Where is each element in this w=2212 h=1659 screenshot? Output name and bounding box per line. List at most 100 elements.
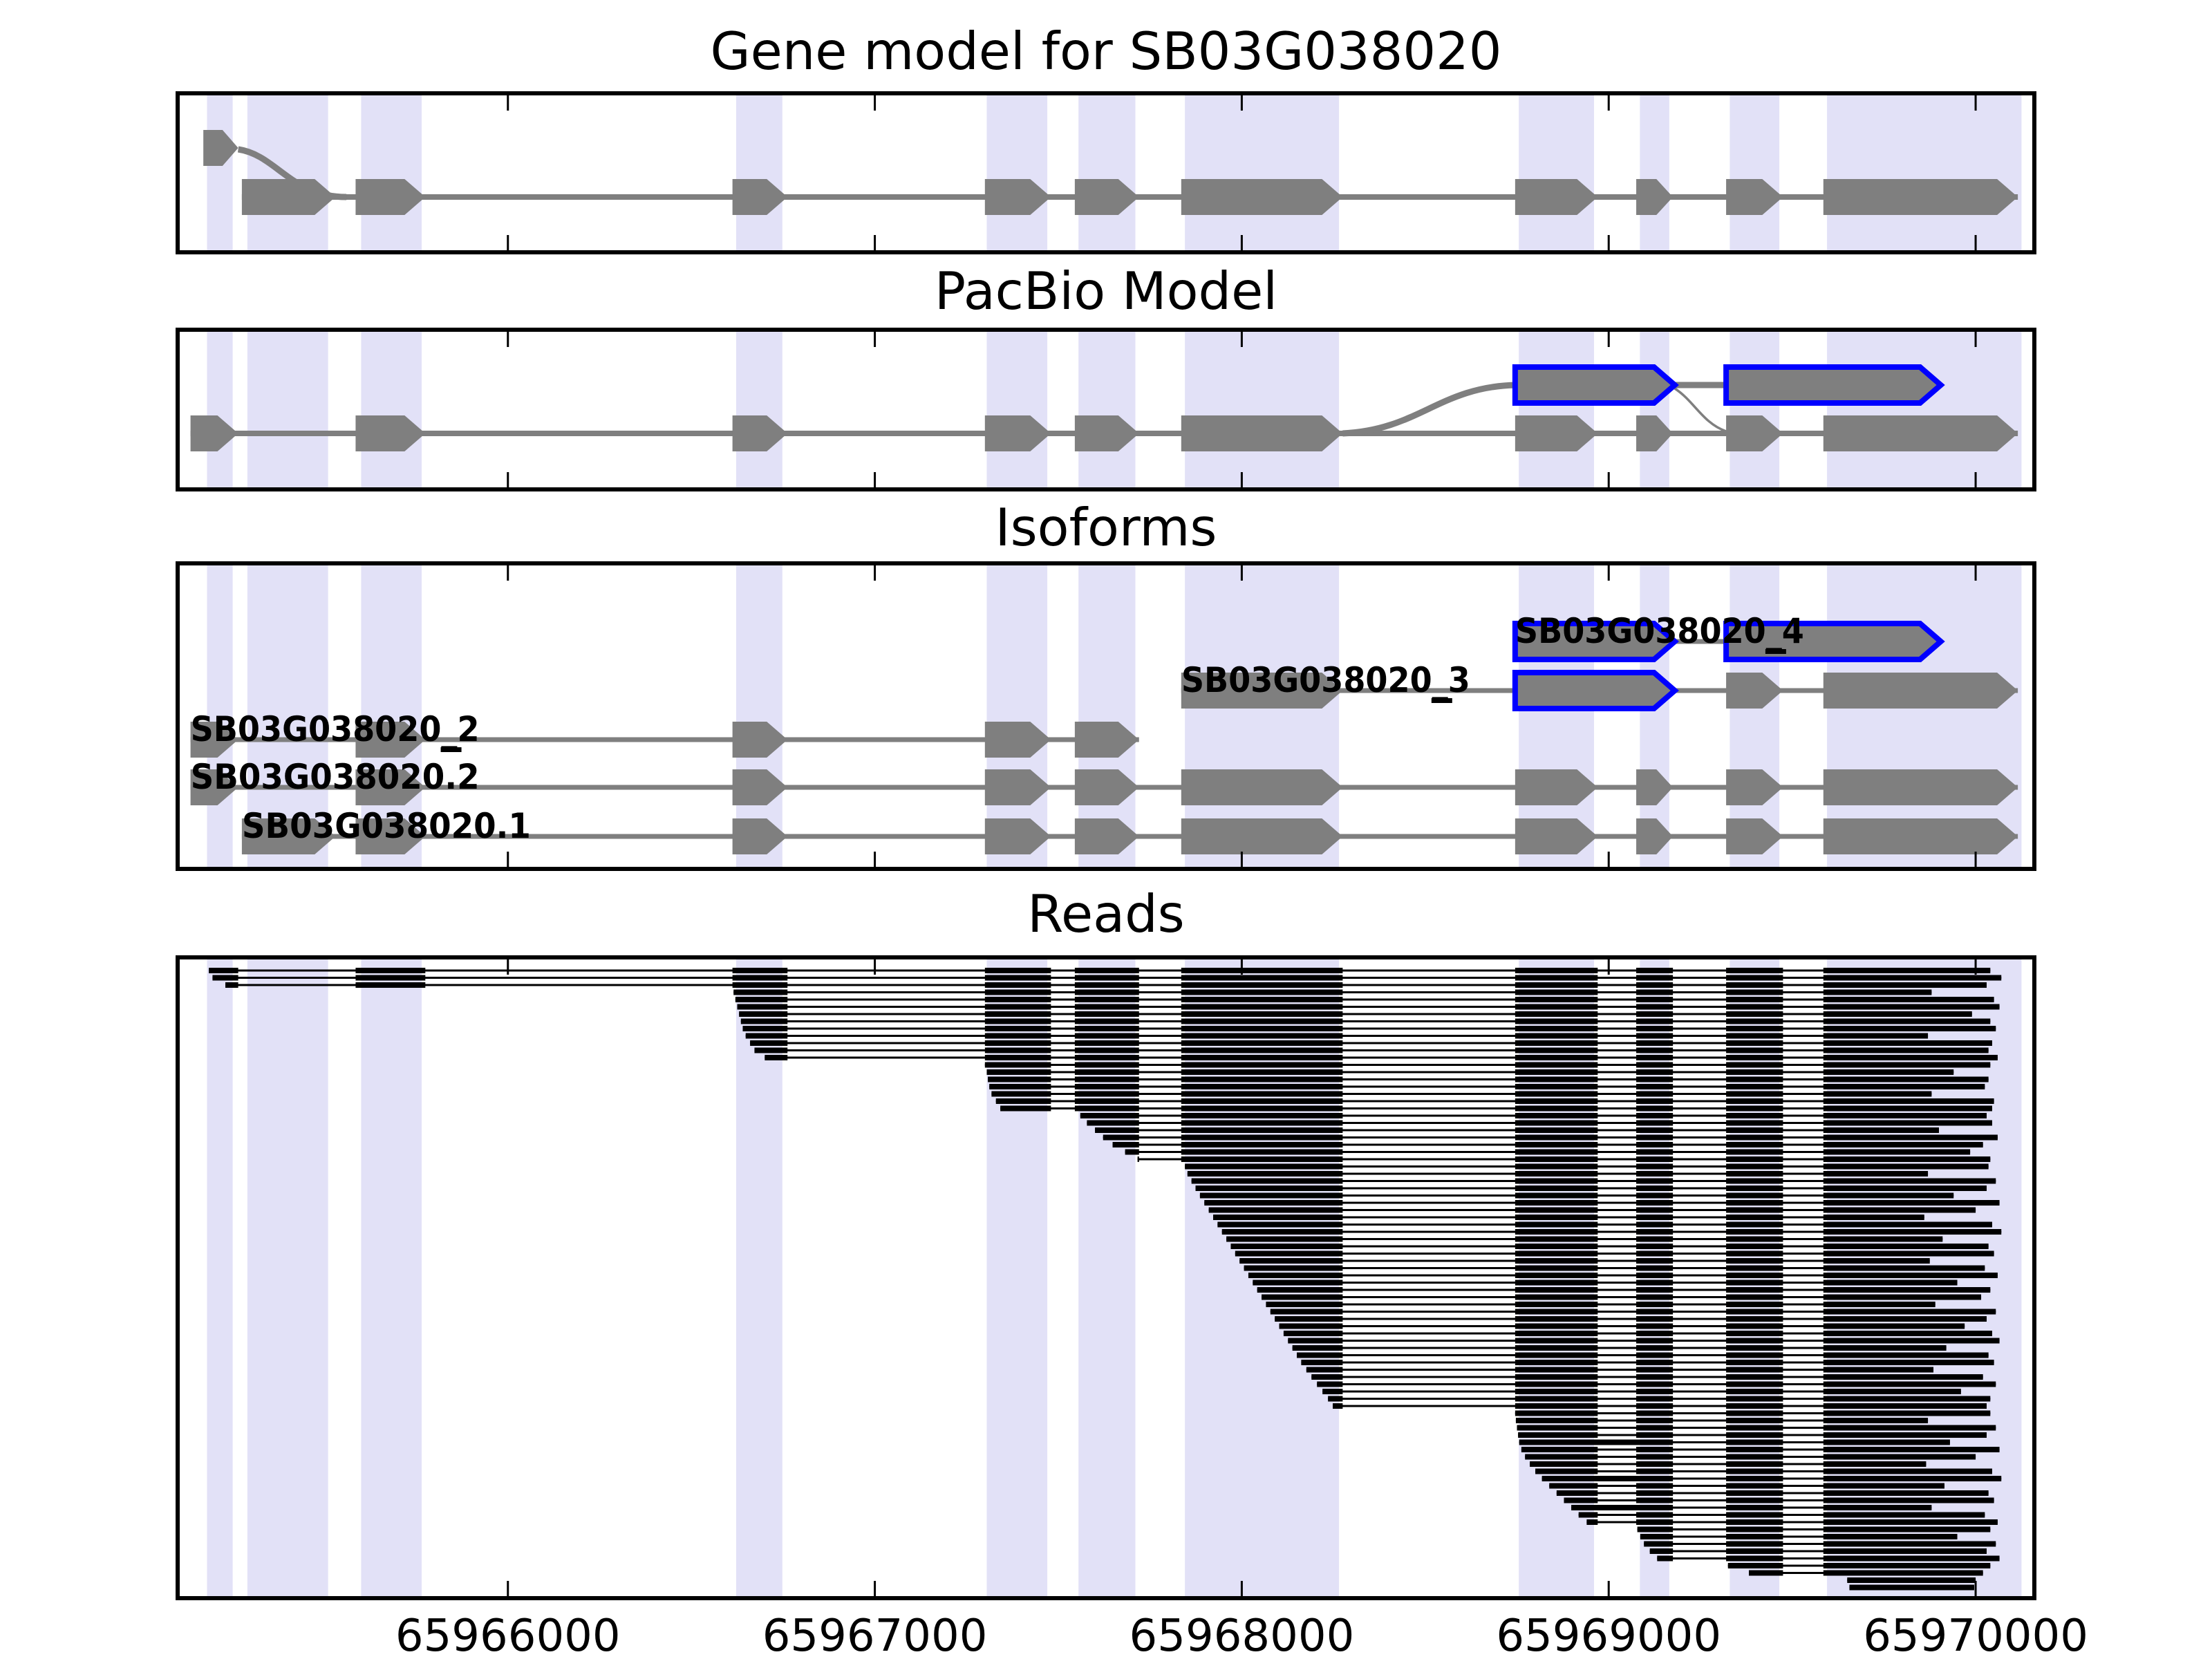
read-exon-segment [1515,1033,1598,1039]
read-exon-segment [1823,1250,1994,1257]
read [1087,1120,1992,1126]
exon [1181,673,1343,709]
read-exon-segment [1726,1403,1783,1409]
isoform-label: SB03G038020.1 [242,806,531,846]
read-exon-segment [984,1062,1051,1068]
read-exon-segment [1823,1134,1998,1141]
read-exon-segment [1515,1221,1598,1228]
read-exon-segment [225,982,238,988]
read-exon-segment [1726,1555,1783,1562]
read-exon-segment [1515,1316,1598,1322]
read-exon-segment [1311,1374,1343,1380]
exon [1636,179,1674,215]
read-exon-segment [1181,1011,1343,1017]
read-exon-segment [1823,1026,1996,1031]
read-exon-segment [1515,1331,1598,1336]
read-exon-segment [1823,1127,1939,1133]
read-exon-segment [1823,1033,1929,1039]
read [1301,1360,1994,1365]
read-exon-segment [1074,997,1139,1002]
read-exon-segment [1726,1526,1783,1533]
panel-frame [176,91,2036,254]
read-exon-segment [1244,1265,1343,1271]
read-exon-segment [1515,1178,1598,1184]
read-exon-segment [1823,1512,1985,1518]
exon [984,769,1051,805]
read-exon-segment [1847,1577,1976,1583]
read-exon-segment [1726,1244,1783,1249]
read-exon-segment [1515,1142,1598,1147]
read-exon-segment [1636,1425,1674,1431]
read-exon-segment [1823,1062,1991,1068]
read-exon-segment [1726,1418,1783,1423]
read-exon-segment [1636,1273,1674,1278]
read-exon-segment [1726,1163,1783,1170]
read-exon-segment [1726,1120,1783,1126]
read-exon-segment [754,1047,788,1053]
read-exon-segment [1636,1447,1674,1452]
read-exon-segment [1726,1113,1783,1118]
read-exon-segment [1636,1244,1674,1249]
read-exon-segment [1726,1331,1783,1336]
read-exon-segment [1636,1149,1674,1155]
read-exon-segment [1823,1018,1991,1024]
read-exon-segment [1636,1084,1674,1089]
read [1727,1563,1991,1568]
read-exon-segment [1541,1476,1674,1481]
read-exon-segment [1322,1389,1343,1394]
read-exon-segment [1636,1280,1674,1286]
read-exon-segment [739,1011,788,1017]
exon-highlight-band [735,330,782,489]
read-exon-segment [1726,1011,1783,1017]
isoform-track-SB03G038020_3: SB03G038020_3 [1181,660,2018,711]
read [765,1055,1998,1060]
read [1283,1331,1992,1336]
read-exon-segment [1112,1142,1139,1147]
x-tick-label: 65968000 [1130,1611,1355,1659]
read-exon-segment [1518,1432,1598,1438]
read-exon-segment [1636,1192,1674,1199]
read-exon-segment [1823,1519,1998,1525]
read-exon-segment [1297,1352,1343,1358]
splice-curve-down [1674,387,1727,433]
read-exon-segment [1823,1287,1991,1293]
read-exon-segment [1823,982,1987,988]
read-exon-segment [1636,1018,1674,1024]
read-exon-segment [1515,1156,1598,1162]
read [995,1098,1994,1104]
exon-highlight-band [1185,93,1340,252]
read-exon-segment [1823,1490,1989,1496]
read-exon-segment [355,975,426,981]
read-exon-segment [1823,1309,1996,1315]
read-exon-segment [1230,1244,1343,1249]
exon-highlight-band [1640,563,1669,869]
read-exon-segment [1515,1294,1598,1300]
read-exon-segment [1213,1215,1343,1220]
read-exon-segment [1726,1265,1783,1271]
read-exon-segment [1515,1244,1598,1249]
read [1311,1374,1983,1380]
read-exon-segment [1239,1258,1343,1264]
read-exon-segment [1726,1229,1783,1235]
read-exon-segment [735,997,788,1002]
exon [1515,769,1598,805]
read [1515,1418,1929,1423]
read-exon-segment [1125,1149,1139,1155]
read [1556,1490,1989,1496]
read-exon-segment [1074,1098,1139,1104]
read-exon-segment [1726,1512,1783,1518]
read-exon-segment [1515,1265,1598,1271]
read-exon-segment [1823,1098,1994,1104]
read-exon-segment [1515,1215,1598,1220]
read-exon-segment [1823,1367,1934,1373]
read [1266,1302,1936,1307]
panel-title-isoforms: Isoforms [995,497,1217,558]
read-exon-segment [1823,1163,1989,1170]
read-exon-segment [1636,1374,1674,1380]
read [1217,1221,1992,1228]
read-exon-segment [1181,1084,1343,1089]
read [1586,1519,1998,1525]
exon-highlight-band [207,93,233,252]
exon-highlight-band [986,330,1048,489]
